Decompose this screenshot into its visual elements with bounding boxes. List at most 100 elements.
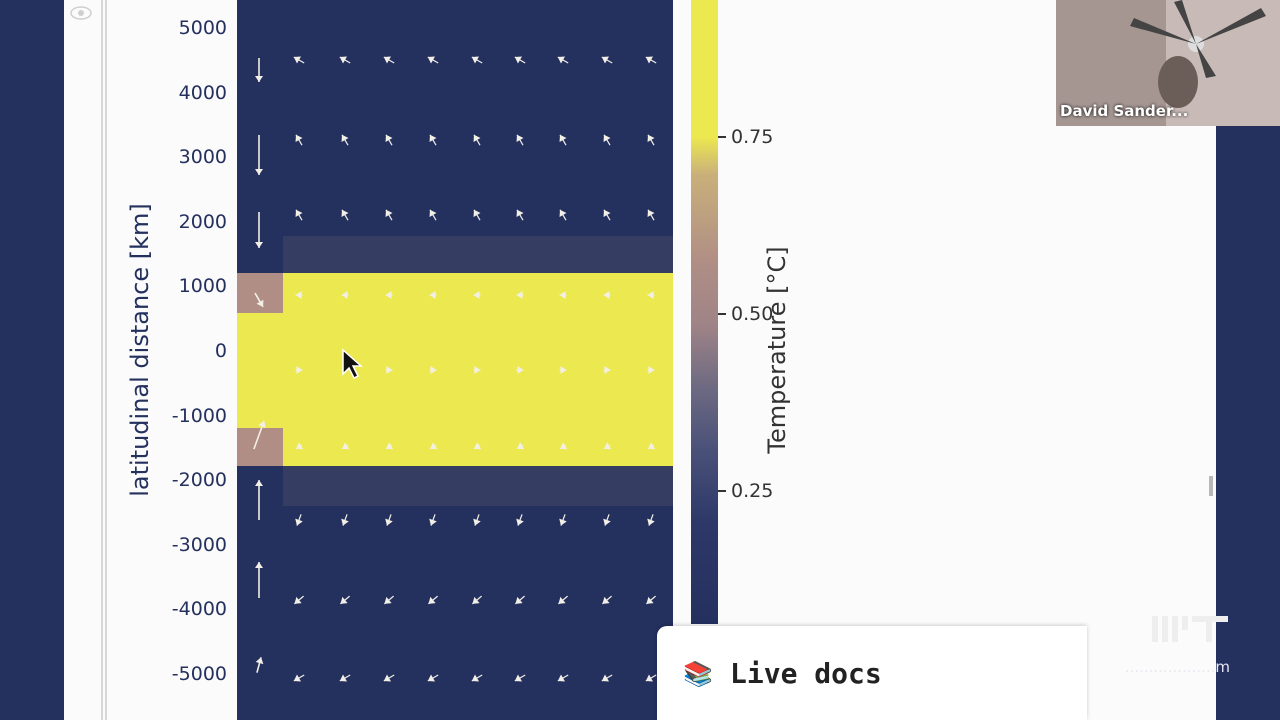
y-tick-label: 0 [214,340,227,362]
y-tick-label: -4000 [171,598,227,621]
velocity-arrow [473,291,481,299]
velocity-arrow [341,209,349,221]
velocity-arrow [341,442,350,450]
velocity-arrow [385,442,394,450]
velocity-arrow [601,674,613,682]
colorbar-label: Temperature [°C] [763,246,791,454]
velocity-arrow [473,134,481,146]
velocity-arrow [473,442,482,450]
participant-name: David Sander... [1060,102,1189,120]
velocity-arrow [557,674,569,682]
colorbar-tick [718,313,726,315]
velocity-arrow [254,292,264,308]
colorbar-tick [718,136,726,138]
cold-band-upper [283,236,673,274]
velocity-arrow [253,420,266,450]
books-icon: 📚 [683,660,713,688]
velocity-arrow [514,674,526,682]
live-docs-panel[interactable]: 📚 Live docs [657,626,1087,720]
velocity-arrow [647,514,655,526]
y-tick-label: 4000 [178,81,227,104]
velocity-arrow [385,291,393,299]
y-tick-label: -3000 [171,533,227,556]
colorbar [691,0,718,624]
velocity-arrow [559,134,567,146]
velocity-arrow [255,135,263,175]
watermark-text: ...................m [1124,658,1230,676]
y-tick-label: -1000 [171,404,227,427]
velocity-arrow [429,209,437,221]
velocity-arrow [558,595,568,605]
velocity-arrow [559,366,567,374]
colorbar-tick-label: 0.25 [731,480,774,502]
logo-icon [1152,616,1228,642]
velocity-arrow [603,291,611,299]
velocity-arrow [255,562,263,598]
gutter-divider [101,0,103,720]
velocity-arrow [473,514,481,526]
eye-icon[interactable] [70,4,92,22]
velocity-arrow [340,595,350,605]
velocity-arrow [294,595,304,605]
velocity-arrow [255,480,263,520]
velocity-arrow [293,56,305,64]
velocity-arrow [473,209,481,221]
velocity-arrow [385,134,393,146]
y-tick-label: 1000 [178,275,227,298]
velocity-arrow [647,209,655,221]
y-tick-label: 5000 [178,17,227,39]
velocity-arrow [647,134,655,146]
velocity-arrow [646,595,656,605]
velocity-arrow [559,442,568,450]
y-tick-label: 2000 [178,210,227,233]
velocity-arrow [516,291,524,299]
velocity-arrow [385,514,393,526]
velocity-arrow [255,657,264,673]
velocity-arrow [385,366,393,374]
live-docs-label: Live docs [730,657,882,690]
velocity-arrow [429,291,437,299]
scrollbar-thumb[interactable] [1209,476,1213,496]
warm-boundary-upper [237,273,283,313]
velocity-arrow [339,674,351,682]
velocity-arrow [255,212,263,248]
cold-band-lower [283,466,673,506]
velocity-arrow [429,134,437,146]
y-tick-label: -5000 [171,663,227,685]
velocity-arrow [647,366,655,374]
mouse-cursor-icon [342,348,363,380]
velocity-arrow [255,58,263,82]
velocity-arrow [603,366,611,374]
velocity-arrow [516,442,525,450]
velocity-arrow [559,291,567,299]
velocity-arrow [428,595,438,605]
velocity-arrow [559,209,567,221]
velocity-arrow [295,442,304,450]
velocity-arrow [516,209,524,221]
velocity-arrow [427,56,439,64]
velocity-arrow [295,209,303,221]
velocity-arrow [516,134,524,146]
velocity-arrow [473,366,481,374]
velocity-arrow [601,56,613,64]
velocity-arrow [472,595,482,605]
velocity-arrow [557,56,569,64]
velocity-arrow [645,56,657,64]
cell-gutter [64,0,112,720]
watermark: ...................m [1080,610,1230,680]
velocity-arrow [384,595,394,605]
velocity-arrow [514,56,526,64]
y-axis-label: latitudinal distance [km] [126,203,154,497]
velocity-arrow [429,366,437,374]
velocity-arrow [603,514,611,526]
velocity-arrow [603,134,611,146]
velocity-arrow [429,514,437,526]
velocity-arrow [293,674,305,682]
ceiling-fan-icon [1056,0,1280,126]
velocity-arrow [516,514,524,526]
velocity-arrow [645,674,657,682]
gutter-divider [105,0,107,720]
velocity-arrow [295,291,303,299]
participant-video-tile[interactable]: David Sander... [1056,0,1280,126]
velocity-arrow [515,595,525,605]
